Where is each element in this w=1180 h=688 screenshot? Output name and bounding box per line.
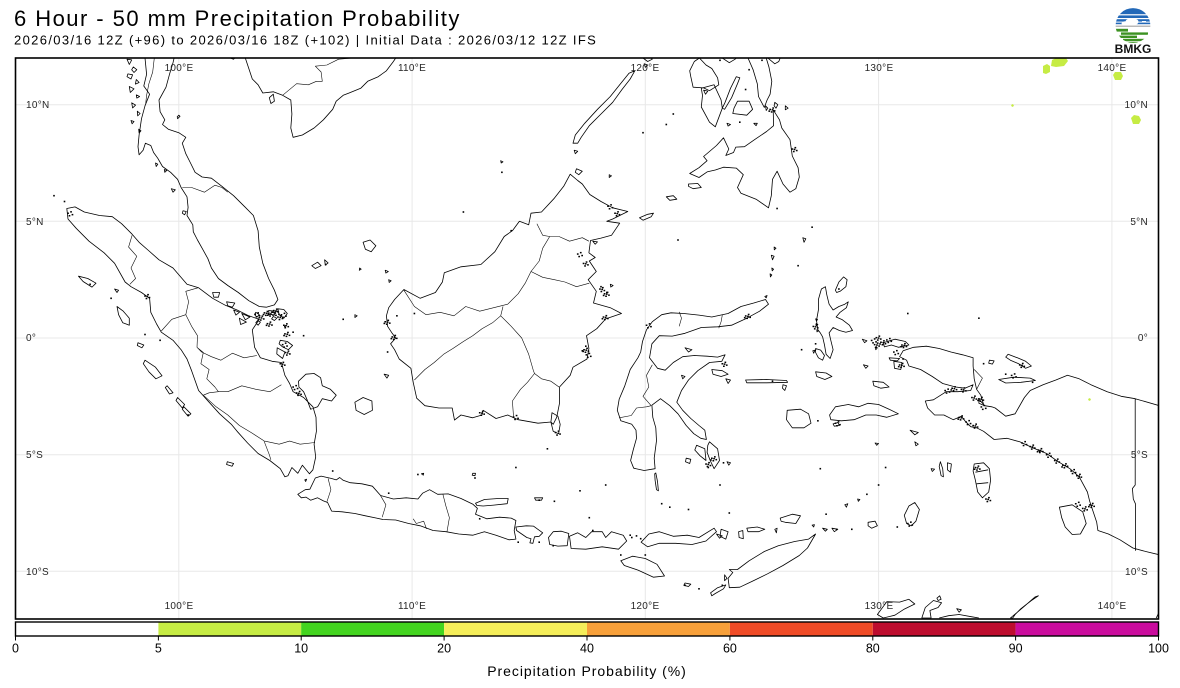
svg-text:140°E: 140°E	[1098, 601, 1127, 612]
svg-text:120°E: 120°E	[631, 601, 660, 612]
svg-text:130°E: 130°E	[865, 63, 894, 74]
svg-text:0°: 0°	[1138, 333, 1148, 344]
svg-text:110°E: 110°E	[398, 601, 426, 612]
svg-text:40: 40	[580, 642, 594, 656]
svg-text:5°N: 5°N	[26, 217, 44, 228]
svg-text:6 Hour - 50 mm Precipitation P: 6 Hour - 50 mm Precipitation Probability	[14, 6, 461, 31]
svg-text:10°S: 10°S	[1125, 567, 1148, 578]
svg-text:2026/03/16 12Z (+96) to 2026/0: 2026/03/16 12Z (+96) to 2026/03/16 18Z (…	[14, 33, 597, 48]
svg-text:BMKG: BMKG	[1115, 42, 1152, 56]
svg-text:0: 0	[12, 642, 19, 656]
svg-text:90: 90	[1009, 642, 1023, 656]
svg-text:20: 20	[437, 642, 451, 656]
svg-text:140°E: 140°E	[1098, 63, 1127, 74]
svg-text:10°N: 10°N	[26, 100, 50, 111]
svg-text:10°S: 10°S	[26, 567, 49, 578]
svg-text:100°E: 100°E	[165, 63, 194, 74]
svg-text:5°S: 5°S	[1131, 450, 1148, 461]
svg-text:0°: 0°	[26, 333, 36, 344]
svg-text:80: 80	[866, 642, 880, 656]
svg-text:5°N: 5°N	[1130, 217, 1148, 228]
svg-text:10: 10	[294, 642, 308, 656]
svg-text:5: 5	[155, 642, 162, 656]
svg-text:100°E: 100°E	[165, 601, 194, 612]
svg-text:100: 100	[1148, 642, 1169, 656]
svg-text:10°N: 10°N	[1124, 100, 1148, 111]
svg-text:60: 60	[723, 642, 737, 656]
svg-text:120°E: 120°E	[631, 63, 660, 74]
svg-text:5°S: 5°S	[26, 450, 43, 461]
svg-text:130°E: 130°E	[865, 601, 894, 612]
svg-text:110°E: 110°E	[398, 63, 426, 74]
svg-text:Precipitation Probability (%): Precipitation Probability (%)	[487, 663, 687, 679]
